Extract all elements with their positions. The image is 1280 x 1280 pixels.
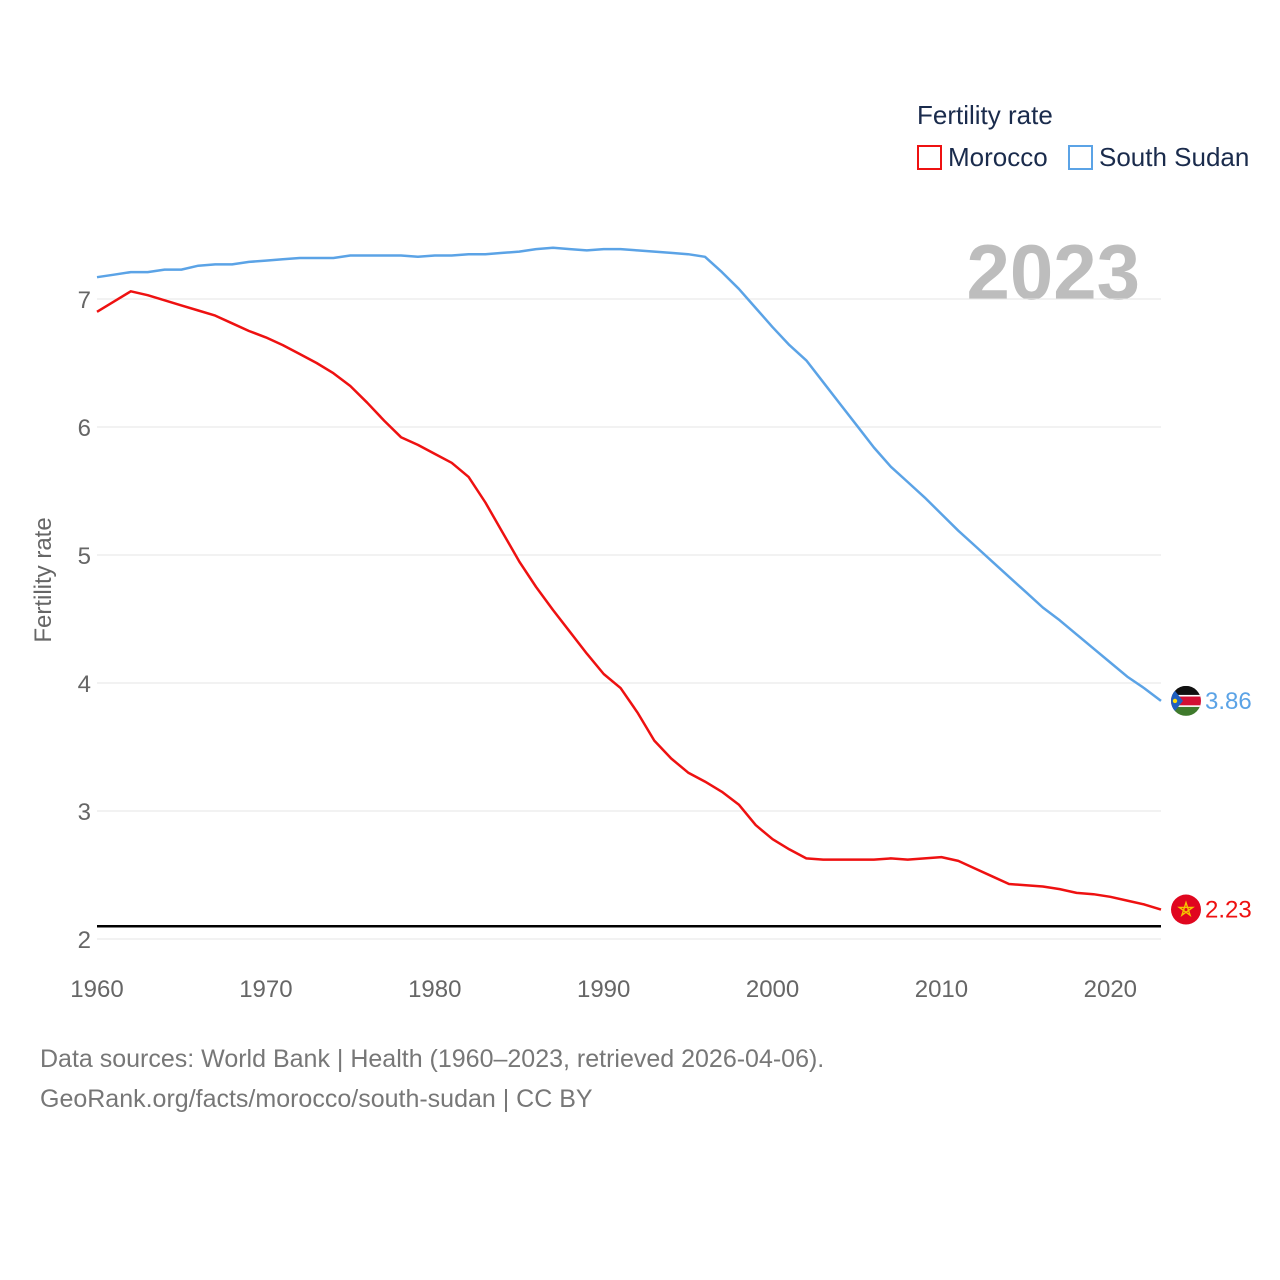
y-tick-label: 6	[78, 415, 91, 442]
y-tick-label: 7	[78, 287, 91, 314]
legend-title: Fertility rate	[917, 100, 1053, 130]
legend-label-morocco: Morocco	[948, 142, 1048, 172]
series-line-morocco[interactable]	[96, 290, 1162, 911]
footer-attribution[interactable]: GeoRank.org/facts/morocco/south-sudan | …	[40, 1085, 593, 1113]
y-tick-label: 4	[78, 671, 91, 698]
x-tick-label: 1990	[577, 976, 630, 1003]
footer-sources: Data sources: World Bank | Health (1960–…	[40, 1045, 825, 1073]
series-lines	[96, 246, 1162, 911]
x-tick-label: 1980	[408, 976, 461, 1003]
chart: Fertility rate Morocco South Sudan 2023 …	[30, 100, 1252, 1003]
legend-item-south-sudan[interactable]: South Sudan	[1068, 142, 1249, 172]
x-tick-label: 1970	[239, 976, 292, 1003]
legend-item-morocco[interactable]: Morocco	[917, 142, 1048, 172]
x-tick-label: 2010	[915, 976, 968, 1003]
legend: Fertility rate Morocco South Sudan	[917, 100, 1249, 172]
gridlines	[97, 298, 1161, 940]
y-tick-label: 5	[78, 543, 91, 570]
end-value-south-sudan: 3.86	[1205, 688, 1252, 715]
end-markers: 3.86 2.23	[1171, 685, 1252, 925]
end-value-morocco: 2.23	[1205, 897, 1252, 924]
x-tick-label: 2020	[1084, 976, 1137, 1003]
y-axis-ticks: 2 3 4 5 6 7	[78, 287, 91, 954]
y-axis-title: Fertility rate	[30, 517, 57, 642]
morocco-flag-icon	[1171, 894, 1201, 925]
series-line-south-sudan[interactable]	[96, 246, 1162, 702]
south-sudan-flag-icon	[1171, 685, 1201, 716]
x-axis-ticks: 1960 1970 1980 1990 2000 2010 2020	[70, 976, 1137, 1003]
current-year-label: 2023	[966, 228, 1140, 316]
x-tick-label: 1960	[70, 976, 123, 1003]
x-tick-label: 2000	[746, 976, 799, 1003]
legend-swatch-south-sudan	[1068, 145, 1093, 170]
y-tick-label: 3	[78, 799, 91, 826]
legend-label-south-sudan: South Sudan	[1099, 142, 1249, 172]
legend-swatch-morocco	[917, 145, 942, 170]
y-tick-label: 2	[78, 927, 91, 954]
